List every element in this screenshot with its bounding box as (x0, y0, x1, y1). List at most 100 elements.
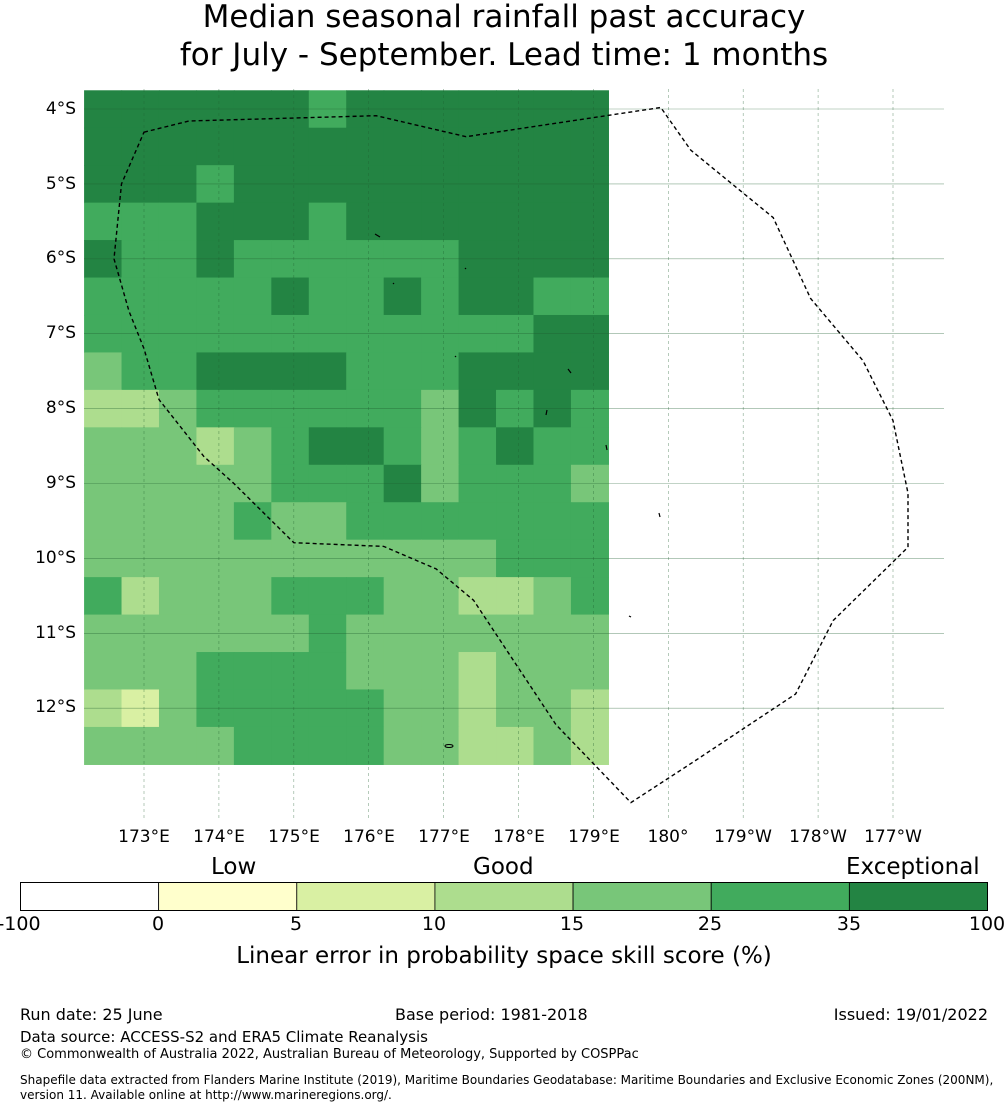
map-title-line1: Median seasonal rainfall past accuracy (202, 0, 806, 35)
eez-boundary (113, 106, 909, 804)
skill-cell (233, 726, 272, 765)
skill-cell (121, 202, 160, 241)
skill-cell (158, 726, 198, 765)
skill-cell (121, 165, 160, 204)
lat-label: 12°S (35, 697, 76, 717)
skill-cell (458, 577, 497, 616)
lon-label: 176°E (343, 827, 395, 847)
skill-cell (233, 240, 272, 279)
skill-cell (383, 652, 422, 691)
skill-cell (496, 127, 535, 166)
skill-cell (158, 277, 198, 316)
skill-cell (233, 652, 272, 691)
skill-cell (158, 577, 198, 616)
skill-cell (121, 502, 160, 541)
skill-cell (196, 165, 235, 204)
skill-cell (308, 726, 347, 765)
skill-cell (421, 90, 460, 129)
skill-cell (421, 352, 460, 391)
lon-label: 178°W (789, 827, 847, 847)
skill-cell (346, 277, 385, 316)
skill-cell (158, 240, 198, 279)
skill-cell (496, 352, 535, 391)
run-date: Run date: 25 June (20, 1005, 163, 1024)
skill-cell (458, 726, 497, 765)
skill-cell (196, 352, 235, 391)
skill-cell (308, 127, 347, 166)
colorbar-tick: 35 (836, 913, 862, 935)
colorbar-swatch (434, 882, 574, 911)
skill-cell (271, 577, 310, 616)
skill-cell (383, 427, 422, 466)
skill-cell (496, 427, 535, 466)
skill-cell (196, 427, 235, 466)
lat-label: 11°S (35, 623, 76, 643)
skill-cell (346, 352, 385, 391)
skill-cell (421, 240, 460, 279)
skill-cell (233, 202, 272, 241)
colorbar-swatch (20, 882, 160, 911)
lon-label: 179°E (568, 827, 620, 847)
skill-cell (121, 240, 160, 279)
lat-label: 9°S (45, 473, 76, 493)
skill-cell (84, 652, 123, 691)
skill-cell (233, 90, 272, 129)
skill-cell (84, 127, 123, 166)
data-source: Data source: ACCESS-S2 and ERA5 Climate … (20, 1028, 428, 1046)
skill-cell (496, 202, 535, 241)
skill-cell (271, 127, 310, 166)
skill-cell (383, 502, 422, 541)
skill-cell (533, 202, 572, 241)
skill-cell (84, 726, 123, 765)
skill-cell (458, 652, 497, 691)
skill-cell (158, 202, 198, 241)
skill-cell (84, 202, 123, 241)
skill-cell (570, 165, 609, 204)
island-marker (605, 444, 608, 451)
skill-cell (121, 352, 160, 391)
colorbar-tick: 100 (968, 913, 1006, 935)
skill-cell (346, 127, 385, 166)
lat-label: 8°S (45, 398, 76, 418)
category-exceptional: Exceptional (846, 854, 980, 880)
lon-label: 175°E (268, 827, 320, 847)
skill-cell (233, 577, 272, 616)
skill-cell (383, 352, 422, 391)
skill-cell (346, 652, 385, 691)
island-marker (454, 355, 457, 358)
lon-label: 178°E (493, 827, 545, 847)
skill-cell (271, 90, 310, 129)
lon-label: 177°W (864, 827, 922, 847)
colorbar-tick: -100 (0, 913, 41, 935)
skill-cell (458, 277, 497, 316)
colorbar-swatch (572, 882, 712, 911)
skill-cell (84, 277, 123, 316)
island-marker (392, 282, 395, 285)
skill-cell (158, 352, 198, 391)
colorbar-swatch (296, 882, 436, 911)
skill-cell (121, 577, 160, 616)
skill-cell (84, 90, 123, 129)
skill-cell (196, 90, 235, 129)
skill-cell (458, 90, 497, 129)
skill-cell (533, 165, 572, 204)
island-marker (464, 267, 467, 270)
skill-cell (458, 240, 497, 279)
skill-cell (570, 726, 609, 765)
skill-cell (533, 127, 572, 166)
skill-cell (308, 652, 347, 691)
copyright: © Commonwealth of Australia 2022, Austra… (20, 1047, 639, 1062)
skill-cell (496, 165, 535, 204)
colorbar-tick: 25 (697, 913, 723, 935)
lon-label: 180° (647, 827, 689, 847)
skill-cell (533, 577, 572, 616)
skill-cell (308, 240, 347, 279)
island-marker (374, 233, 381, 238)
skill-cell (496, 577, 535, 616)
skill-cell (196, 277, 235, 316)
skill-cell (121, 90, 160, 129)
skill-cell (84, 577, 123, 616)
skill-cell (570, 277, 609, 316)
skill-cell (308, 277, 347, 316)
island-marker (545, 409, 548, 416)
